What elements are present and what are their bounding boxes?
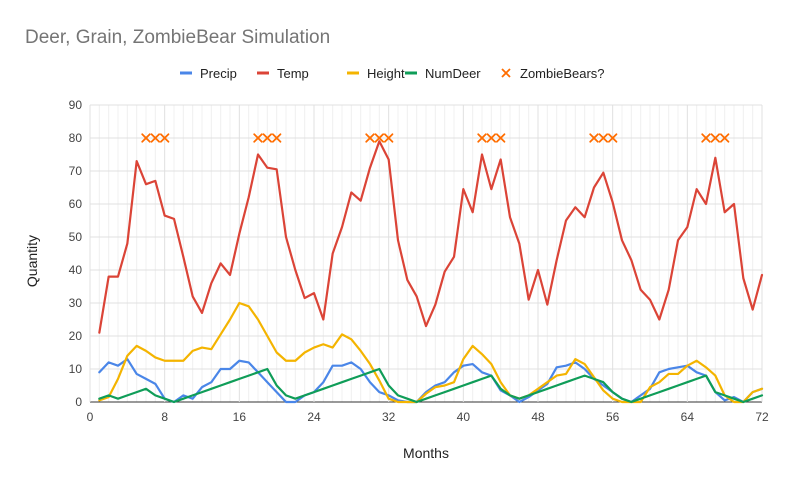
zombiebear-point	[365, 133, 375, 143]
zombiebear-point	[383, 133, 394, 143]
minor-gridlines	[98, 105, 754, 402]
y-axis-ticks: 0 10 20 30 40 50 60 70 80 90	[69, 98, 83, 409]
chart-title: Deer, Grain, ZombieBear Simulation	[25, 27, 330, 48]
zombiebear-point	[271, 133, 282, 143]
zombiebear-point	[159, 133, 170, 143]
zombiebear-point	[262, 133, 273, 143]
x-tick-label: 40	[457, 410, 471, 424]
x-tick-label: 0	[87, 410, 94, 424]
series-line-numdeer	[98, 367, 764, 404]
series-line-temp	[98, 140, 764, 334]
series-line-height	[98, 301, 764, 404]
y-axis-title: Quantity	[24, 235, 40, 287]
legend: Precip Temp Height NumDeer ZombieBears?	[180, 66, 605, 81]
legend-item-height[interactable]: Height	[347, 66, 405, 81]
y-tick-label: 60	[69, 197, 83, 211]
x-tick-label: 8	[161, 410, 168, 424]
legend-label: Precip	[200, 66, 237, 81]
y-tick-label: 50	[69, 230, 83, 244]
x-tick-label: 72	[755, 410, 769, 424]
y-tick-label: 0	[75, 395, 82, 409]
legend-item-precip[interactable]: Precip	[180, 66, 237, 81]
series-points-zombiebears	[141, 133, 730, 143]
y-tick-label: 40	[69, 263, 83, 277]
zombiebear-point	[598, 133, 609, 143]
x-axis-ticks: 0 8 16 24 32 40 48 56 64 72	[87, 410, 769, 424]
x-axis-title: Months	[403, 445, 449, 461]
x-tick-label: 56	[606, 410, 620, 424]
x-tick-label: 32	[382, 410, 396, 424]
x-tick-label: 24	[307, 410, 321, 424]
y-tick-label: 10	[69, 362, 83, 376]
y-tick-label: 20	[69, 329, 83, 343]
y-tick-label: 70	[69, 164, 83, 178]
series-layer	[98, 133, 764, 404]
zombiebear-point	[141, 133, 151, 143]
y-tick-label: 30	[69, 296, 83, 310]
zombiebear-point	[495, 133, 506, 143]
x-tick-label: 16	[233, 410, 247, 424]
legend-label: ZombieBears?	[520, 66, 605, 81]
zombiebear-point	[486, 133, 497, 143]
zombiebear-point	[710, 133, 721, 143]
legend-label: NumDeer	[425, 66, 481, 81]
legend-label: Temp	[277, 66, 309, 81]
legend-item-numdeer[interactable]: NumDeer	[405, 66, 481, 81]
zombiebear-point	[701, 133, 711, 143]
legend-item-temp[interactable]: Temp	[257, 66, 309, 81]
zombiebear-point	[477, 133, 487, 143]
zombiebear-point	[589, 133, 599, 143]
zombiebear-point	[374, 133, 385, 143]
zombiebear-point	[150, 133, 161, 143]
y-tick-label: 90	[69, 98, 83, 112]
zombiebear-point	[253, 133, 263, 143]
legend-label: Height	[367, 66, 405, 81]
y-tick-label: 80	[69, 131, 83, 145]
x-tick-label: 48	[531, 410, 545, 424]
x-tick-label: 64	[681, 410, 695, 424]
legend-swatch	[501, 68, 511, 78]
gridlines	[89, 104, 763, 403]
zombiebear-point	[719, 133, 730, 143]
zombiebear-point	[607, 133, 618, 143]
legend-item-zombiebears[interactable]: ZombieBears?	[501, 66, 605, 81]
